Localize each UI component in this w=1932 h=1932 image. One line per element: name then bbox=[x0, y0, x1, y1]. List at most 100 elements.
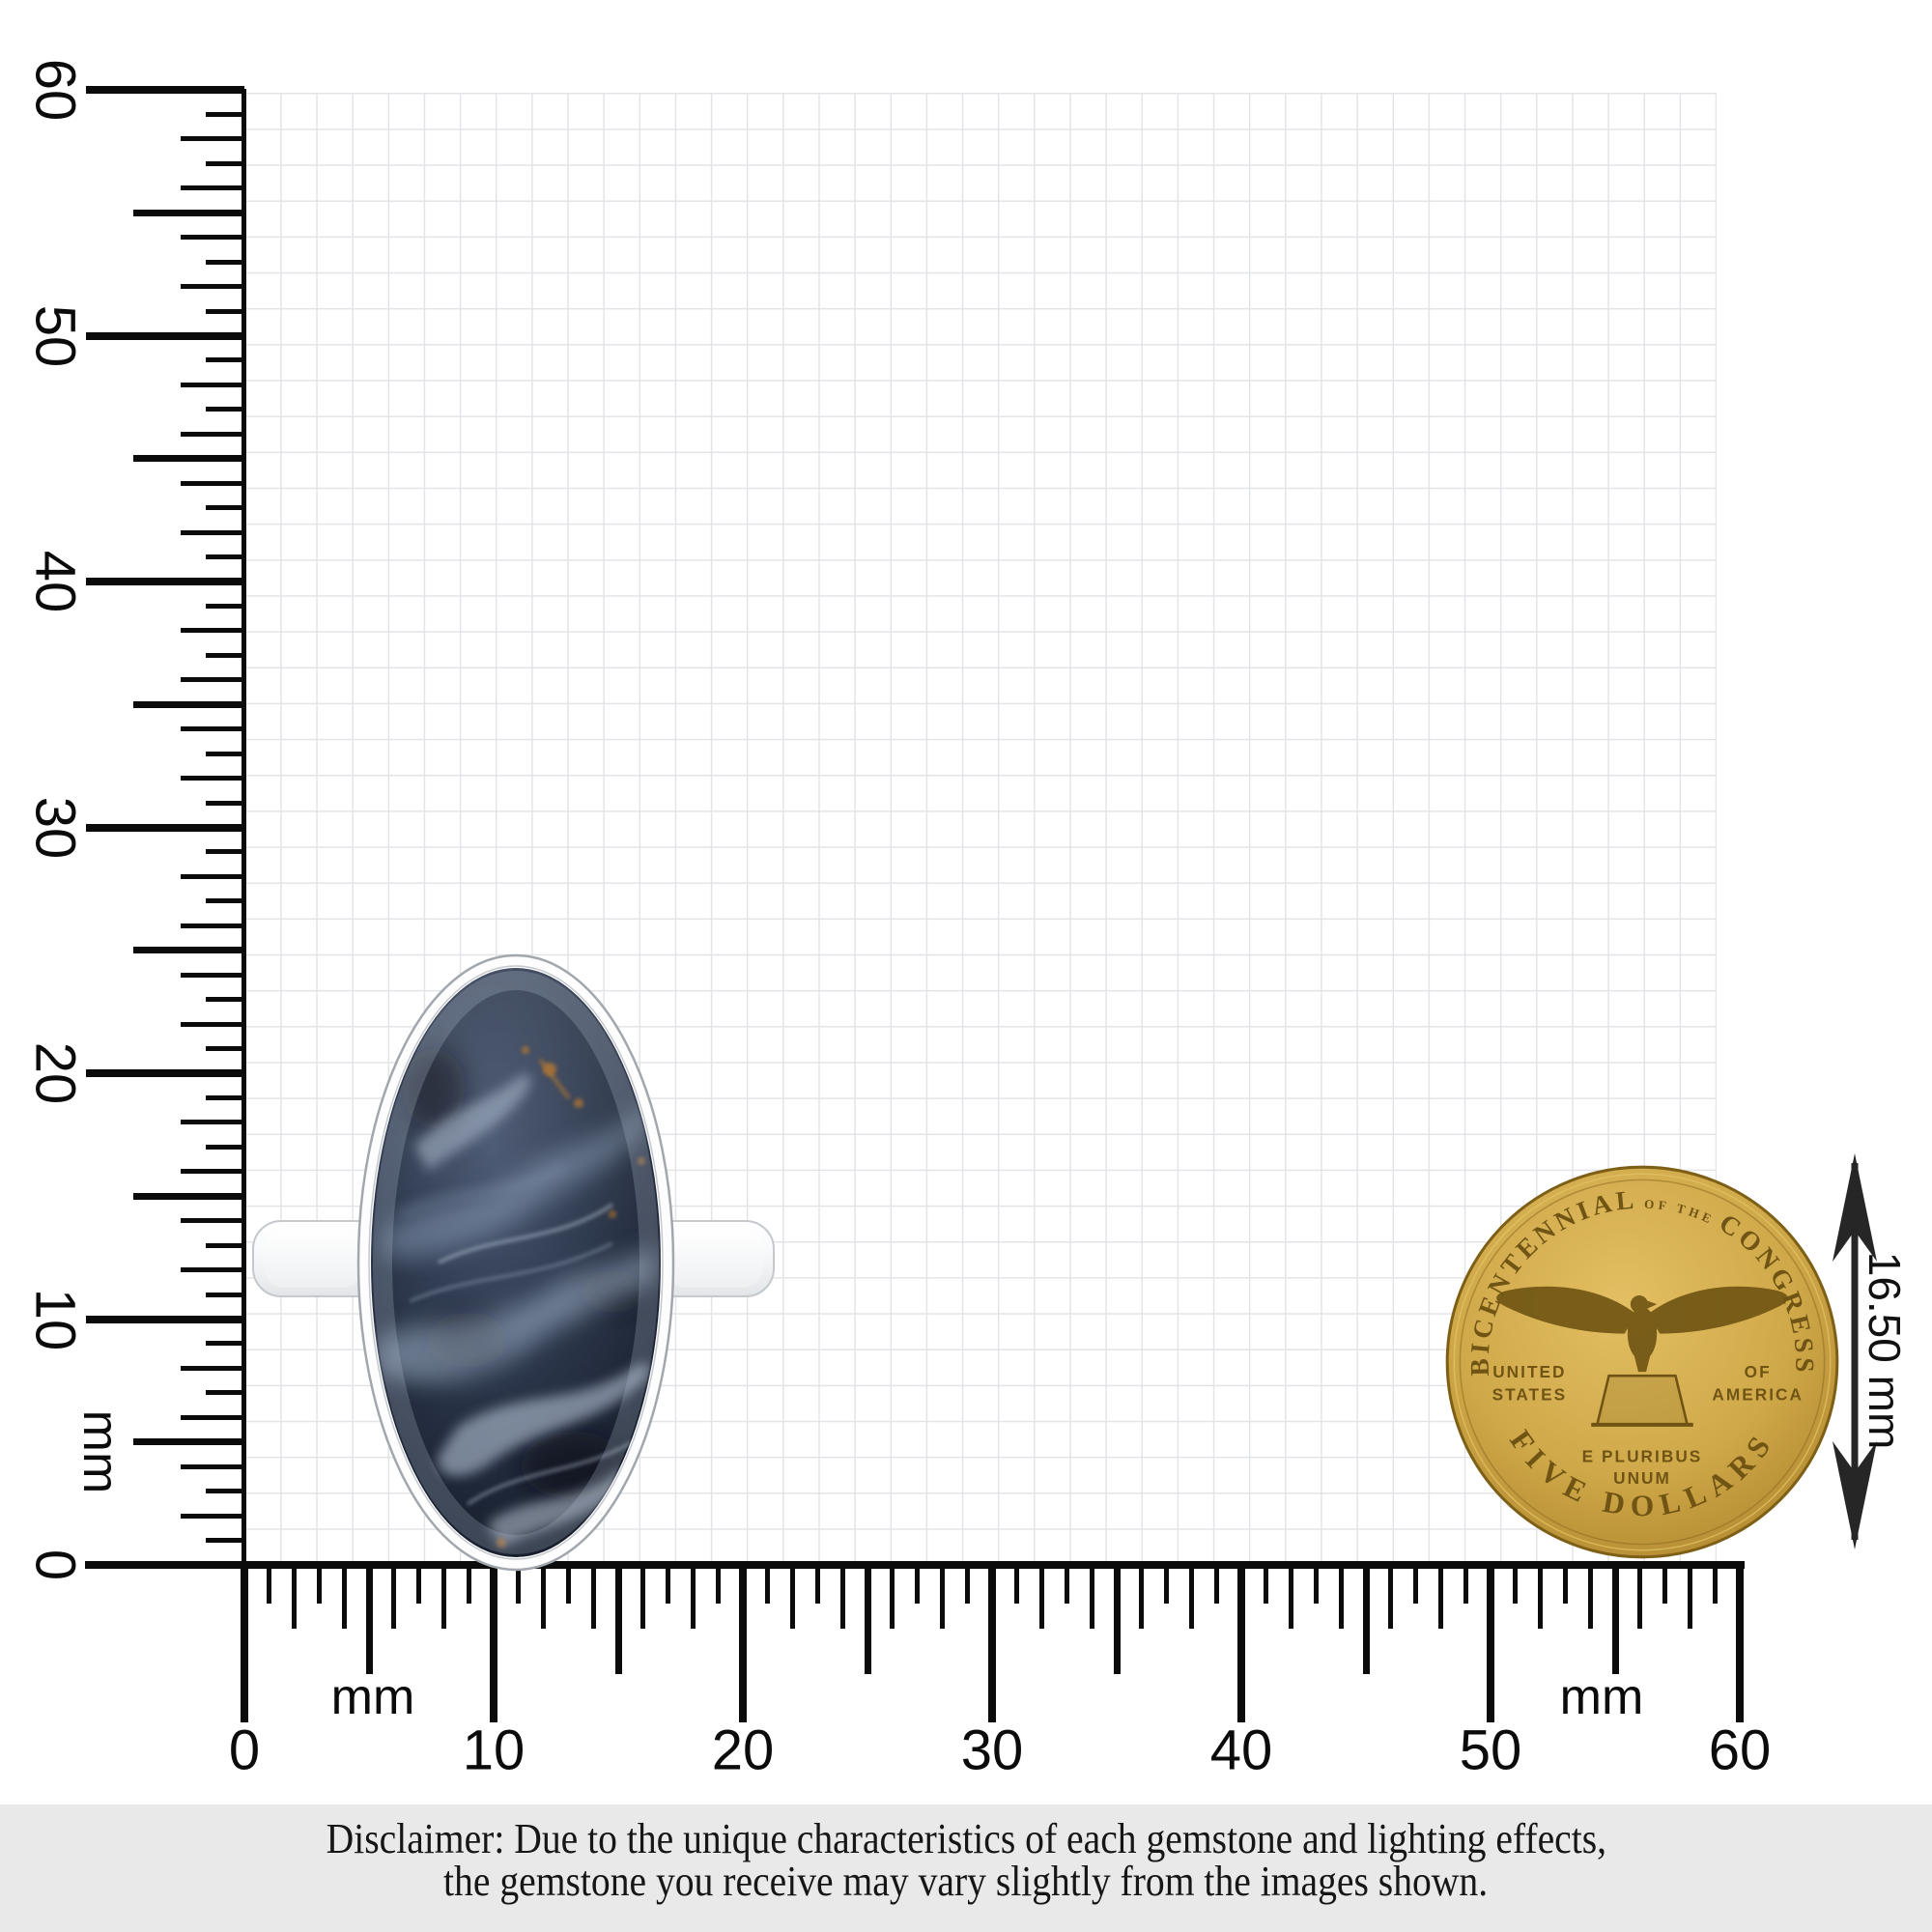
ruler-tick bbox=[1538, 1565, 1544, 1629]
ruler-tick bbox=[1487, 1565, 1494, 1722]
bottom-ruler-label: 10 bbox=[462, 1719, 526, 1782]
ruler-tick bbox=[206, 1094, 244, 1100]
ruler-tick bbox=[181, 1365, 244, 1371]
bottom-ruler-unit-label-right: mm bbox=[1559, 1669, 1644, 1725]
ruler-tick bbox=[86, 823, 244, 832]
ruler-tick bbox=[206, 357, 244, 363]
ruler-tick bbox=[206, 1341, 244, 1347]
ruler-tick bbox=[1313, 1565, 1319, 1604]
svg-text:UNUM: UNUM bbox=[1613, 1468, 1671, 1488]
ruler-tick bbox=[181, 972, 244, 978]
ruler-tick bbox=[181, 1120, 244, 1125]
ruler-tick bbox=[181, 726, 244, 732]
ruler-tick bbox=[1264, 1565, 1269, 1604]
ruler-tick bbox=[1562, 1565, 1568, 1604]
left-ruler-label: 10 bbox=[23, 1288, 87, 1350]
ruler-tick bbox=[864, 1565, 871, 1674]
ruler-tick bbox=[206, 898, 244, 904]
ruler-tick bbox=[181, 873, 244, 879]
ruler-tick bbox=[1463, 1565, 1468, 1604]
gemstone-cabochon bbox=[356, 953, 675, 1572]
bottom-ruler-label: 30 bbox=[960, 1719, 1024, 1782]
svg-text:AMERICA: AMERICA bbox=[1712, 1385, 1804, 1405]
ruler-tick bbox=[181, 776, 244, 781]
ruler-tick bbox=[292, 1565, 298, 1629]
ruler-tick bbox=[181, 1021, 244, 1027]
ruler-tick bbox=[466, 1565, 471, 1604]
ruler-tick bbox=[416, 1565, 422, 1604]
ruler-tick bbox=[181, 431, 244, 437]
ruler-tick bbox=[988, 1565, 996, 1722]
ring-band-right-highlight bbox=[664, 1230, 763, 1288]
ruler-tick bbox=[666, 1565, 671, 1604]
ruler-tick bbox=[814, 1565, 820, 1604]
ruler-tick bbox=[206, 1046, 244, 1052]
ruler-tick bbox=[640, 1565, 646, 1629]
ruler-tick bbox=[1513, 1565, 1519, 1604]
ruler-tick bbox=[915, 1565, 921, 1604]
ruler-tick bbox=[1637, 1565, 1643, 1629]
ruler-tick bbox=[890, 1565, 895, 1629]
left-ruler-label: 40 bbox=[23, 550, 87, 613]
ruler-tick bbox=[341, 1565, 347, 1629]
ruler-tick bbox=[133, 1192, 244, 1200]
ruler-tick bbox=[565, 1565, 571, 1604]
ruler-tick bbox=[206, 1538, 244, 1544]
ruler-tick bbox=[206, 997, 244, 1003]
ruler-tick bbox=[181, 1414, 244, 1420]
bottom-ruler-label: 20 bbox=[711, 1719, 775, 1782]
ruler-tick bbox=[206, 1489, 244, 1494]
ruler-tick bbox=[1164, 1565, 1170, 1604]
disclaimer-line-1: Disclaimer: Due to the unique characteri… bbox=[326, 1815, 1606, 1862]
ruler-tick bbox=[1338, 1565, 1344, 1629]
ruler-tick bbox=[181, 1218, 244, 1224]
bottom-ruler-label: 0 bbox=[228, 1719, 261, 1782]
ruler-tick bbox=[181, 136, 244, 142]
svg-text:OF: OF bbox=[1745, 1362, 1772, 1381]
coin-diameter-label: 16.50 mm bbox=[1860, 1251, 1910, 1450]
ruler-tick bbox=[739, 1565, 747, 1722]
ruler-tick bbox=[181, 1513, 244, 1519]
ruler-tick bbox=[206, 849, 244, 855]
ruler-tick bbox=[181, 284, 244, 290]
ruler-tick bbox=[181, 628, 244, 634]
ruler-tick bbox=[206, 407, 244, 412]
left-ruler-label: 0 bbox=[23, 1548, 87, 1581]
left-ruler-label: 20 bbox=[23, 1041, 87, 1105]
ruler-tick bbox=[181, 677, 244, 683]
ruler-tick bbox=[206, 259, 244, 265]
left-ruler-label: 50 bbox=[23, 304, 87, 367]
ruler-tick bbox=[1413, 1565, 1419, 1604]
ruler-tick bbox=[206, 160, 244, 166]
left-ruler-label: 30 bbox=[23, 796, 87, 859]
ruler-tick bbox=[1611, 1565, 1619, 1674]
ruler-tick bbox=[206, 554, 244, 560]
horizontal-ruler-baseline bbox=[85, 1561, 1745, 1569]
ruler-tick bbox=[206, 1144, 244, 1150]
measurement-arrow bbox=[1833, 1153, 1877, 1549]
ruler-tick bbox=[1213, 1565, 1219, 1604]
bottom-ruler-unit-label-left: mm bbox=[330, 1669, 415, 1725]
ruler-tick bbox=[964, 1565, 970, 1604]
ruler-tick bbox=[939, 1565, 945, 1629]
ruler-tick bbox=[541, 1565, 547, 1629]
ruler-tick bbox=[1587, 1565, 1593, 1629]
ruler-tick bbox=[206, 800, 244, 806]
ruler-tick bbox=[1064, 1565, 1069, 1604]
eagle-icon bbox=[1496, 1286, 1788, 1373]
ruler-tick bbox=[206, 111, 244, 117]
ruler-tick bbox=[1014, 1565, 1020, 1604]
five-dollar-coin: BICENTENNIAL OF THECONGRESS FIVE DOLLARS … bbox=[1445, 1165, 1839, 1559]
ruler-tick bbox=[1362, 1565, 1370, 1674]
ruler-tick bbox=[1113, 1565, 1121, 1674]
disclaimer-line-2: the gemstone you receive may vary slight… bbox=[443, 1858, 1489, 1905]
ruler-tick bbox=[181, 235, 244, 241]
ruler-tick bbox=[181, 382, 244, 387]
ruler-tick bbox=[690, 1565, 696, 1629]
left-ruler-label: 60 bbox=[23, 58, 87, 122]
ruler-tick bbox=[1089, 1565, 1094, 1629]
ruler-tick bbox=[365, 1565, 373, 1674]
ring-band-left-highlight bbox=[264, 1230, 363, 1288]
svg-text:UNITED: UNITED bbox=[1492, 1362, 1566, 1381]
